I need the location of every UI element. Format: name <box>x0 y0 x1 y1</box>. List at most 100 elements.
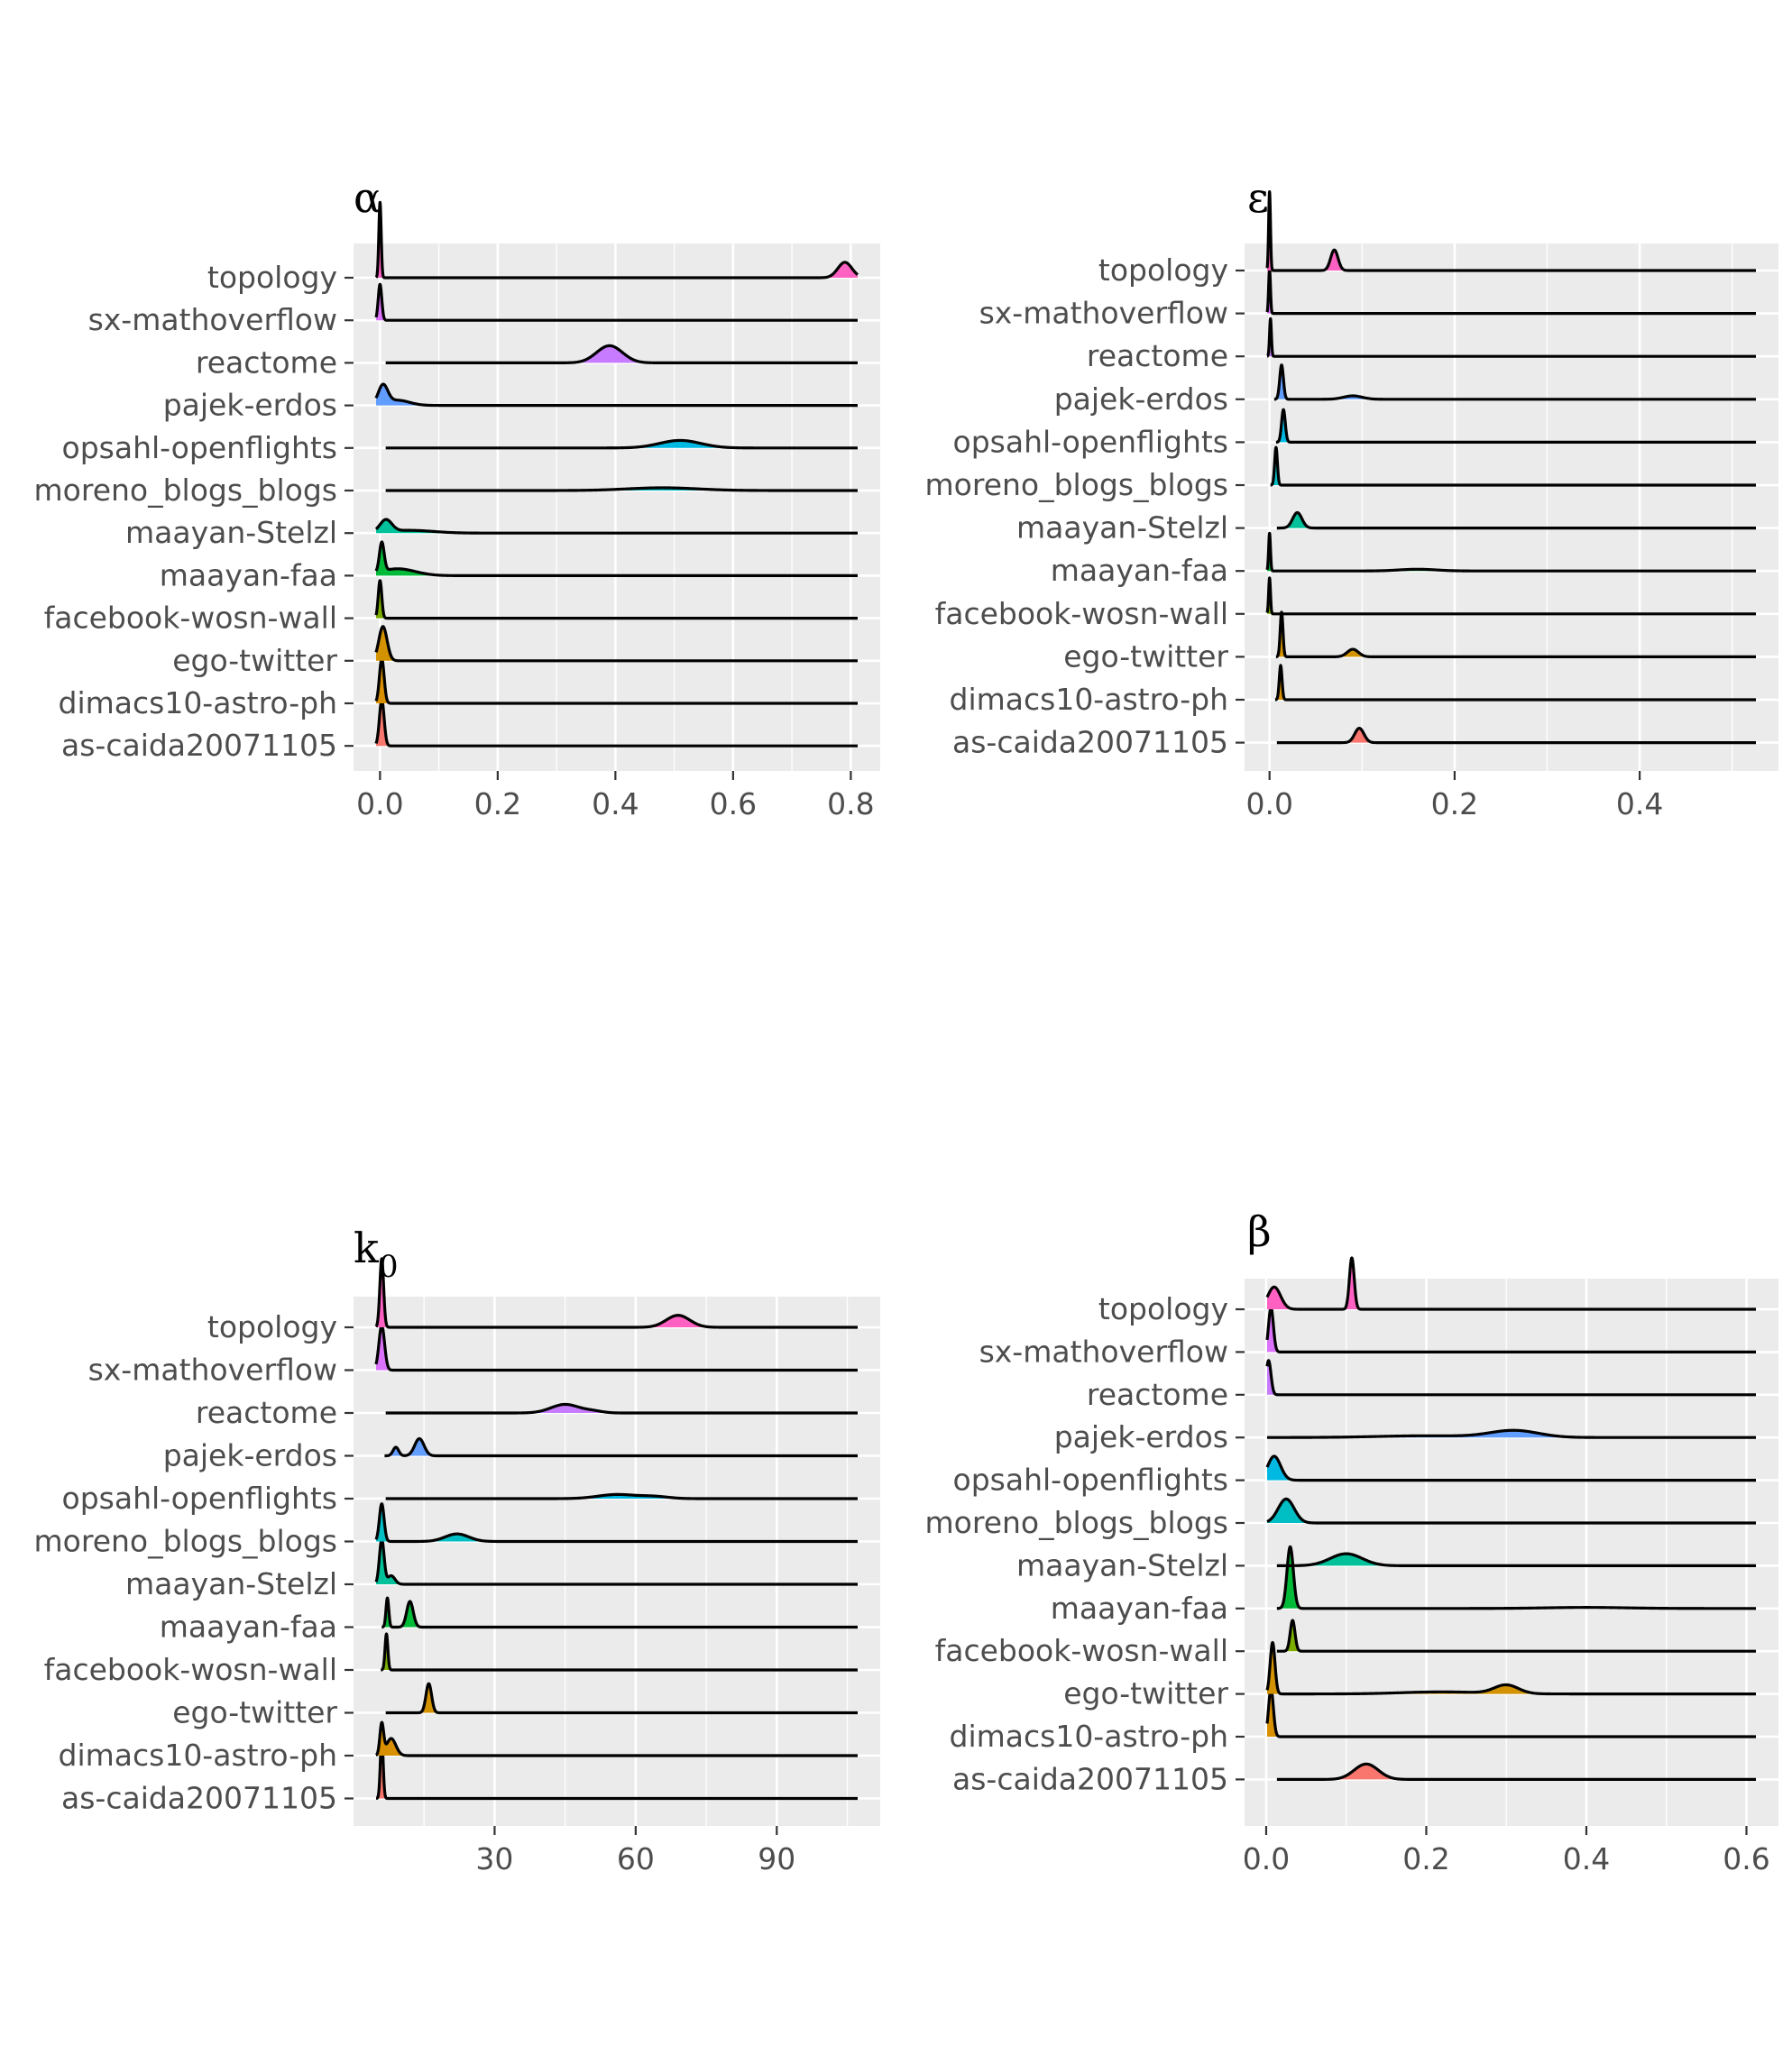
y-tick-label: opsahl-openflights <box>953 424 1228 459</box>
panel-background <box>1245 1279 1778 1826</box>
y-tick-label: ego-twitter <box>172 643 337 678</box>
ridge-line-sx-mathoverflow <box>374 1324 858 1372</box>
ridge-fill-as-caida20071105 <box>1276 1764 1756 1780</box>
ridge-line-as-caida20071105 <box>1276 727 1756 745</box>
ridge-line-maayan-faa <box>374 540 858 577</box>
y-tick-label: reactome <box>196 1395 337 1430</box>
panel-beta: β topology sx-mathoverflow reactome pajek-er… <box>925 1207 1778 1876</box>
y-tick-label: moreno_blogs_blogs <box>34 472 337 508</box>
y-tick-label: pajek-erdos <box>1054 381 1228 417</box>
ridge-line-opsahl-openflights <box>385 1492 858 1500</box>
y-tick-label: opsahl-openflights <box>62 1481 337 1516</box>
panel-title-text: α <box>354 173 381 222</box>
y-axis: topology sx-mathoverflow reactome pajek-erd… <box>34 1309 354 1816</box>
y-tick-label: dimacs10-astro-ph <box>59 685 338 720</box>
ridge-line-pajek-erdos <box>374 382 858 408</box>
ridge-line-as-caida20071105 <box>374 698 858 748</box>
ridge-line-sx-mathoverflow <box>1265 1306 1756 1353</box>
y-tick-label: opsahl-openflights <box>62 430 337 465</box>
ridge-line-maayan-Stelzl <box>374 518 858 535</box>
y-tick-label: opsahl-openflights <box>953 1463 1228 1498</box>
y-tick-label: moreno_blogs_blogs <box>34 1524 337 1559</box>
panel-epsilon: ε topology sx-mathoverflow reactome pajek-er… <box>925 173 1778 821</box>
y-tick-label: facebook-wosn-wall <box>935 1633 1228 1668</box>
y-axis: topology sx-mathoverflow reactome pajek-erd… <box>925 1291 1245 1796</box>
panel-title: α <box>354 173 381 222</box>
ridge-line-opsahl-openflights <box>1274 408 1756 444</box>
ridge-line-pajek-erdos <box>1273 363 1756 401</box>
ridge-line-ego-twitter <box>374 625 858 663</box>
ridge-line-facebook-wosn-wall <box>1265 576 1756 616</box>
ridge-line-opsahl-openflights <box>1265 1454 1756 1482</box>
ridge-line-moreno_blogs_blogs <box>374 1502 858 1544</box>
y-tick-label: facebook-wosn-wall <box>44 601 337 636</box>
ridge-line-reactome <box>385 344 858 364</box>
ridge-line-maayan-faa <box>380 1596 858 1629</box>
panel-alpha: α topology sx-mathoverflow reactome pajek-er… <box>34 173 880 821</box>
y-tick-label: pajek-erdos <box>1054 1419 1228 1454</box>
x-tick-label: 0.8 <box>827 786 874 821</box>
y-tick-label: topology <box>207 260 337 295</box>
y-tick-label: ego-twitter <box>1063 1676 1228 1711</box>
x-tick-label: 0.0 <box>356 786 403 821</box>
panel-background <box>354 1297 880 1826</box>
y-tick-label: maayan-faa <box>160 557 337 592</box>
ridge-line-ego-twitter <box>1265 1641 1756 1696</box>
x-axis: 0.0 0.2 0.4 <box>1245 771 1663 821</box>
panel-title: ε <box>1247 173 1269 222</box>
x-axis: 0.0 0.2 0.4 0.6 0.8 <box>356 771 875 821</box>
ridge-line-sx-mathoverflow <box>1265 267 1756 316</box>
y-tick-label: maayan-Stelzl <box>1016 510 1228 546</box>
y-tick-label: as-caida20071105 <box>952 725 1228 760</box>
y-tick-label: facebook-wosn-wall <box>44 1652 337 1687</box>
x-axis: 0.0 0.2 0.4 0.6 <box>1243 1826 1770 1876</box>
ridges <box>374 1257 858 1801</box>
y-tick-label: topology <box>207 1309 337 1344</box>
y-tick-label: reactome <box>1087 338 1228 373</box>
ridge-fill-opsahl-openflights <box>385 1494 858 1499</box>
ridge-line-topology <box>374 1257 858 1329</box>
ridges <box>1265 1256 1756 1781</box>
ridge-line-reactome <box>1265 1359 1756 1397</box>
ridge-line-topology <box>1265 190 1756 272</box>
y-tick-label: moreno_blogs_blogs <box>925 1505 1228 1540</box>
panel-title: k0 <box>354 1224 399 1285</box>
y-tick-label: ego-twitter <box>172 1695 337 1730</box>
ridge-line-facebook-wosn-wall <box>374 579 858 620</box>
ridge-line-opsahl-openflights <box>385 438 858 450</box>
y-axis: topology sx-mathoverflow reactome pajek-erd… <box>925 252 1245 760</box>
y-axis: topology sx-mathoverflow reactome pajek-erd… <box>34 260 354 763</box>
x-tick-label: 0.6 <box>710 786 757 821</box>
ridge-line-moreno_blogs_blogs <box>1265 1497 1756 1525</box>
x-axis: 30 60 90 <box>475 1826 795 1876</box>
panel-k0: k0 topology sx-mathoverflow reactome pajek-e… <box>34 1224 880 1876</box>
ridge-line-sx-mathoverflow <box>374 282 858 322</box>
panel-title-text: β <box>1247 1207 1272 1256</box>
y-tick-label: maayan-faa <box>1051 553 1228 588</box>
ridge-line-ego-twitter <box>1274 610 1756 658</box>
ridge-line-facebook-wosn-wall <box>379 1632 858 1672</box>
ridge-line-moreno_blogs_blogs <box>1269 445 1756 487</box>
ridge-line-pajek-erdos <box>1267 1428 1756 1439</box>
y-tick-label: moreno_blogs_blogs <box>925 467 1228 502</box>
x-tick-label: 0.0 <box>1243 1841 1290 1876</box>
y-tick-label: dimacs10-astro-ph <box>950 1719 1229 1754</box>
panel-title-text: k <box>354 1224 380 1272</box>
x-tick-label: 0.6 <box>1723 1841 1769 1876</box>
y-tick-label: maayan-faa <box>160 1610 337 1645</box>
ridge-line-pajek-erdos <box>383 1436 858 1458</box>
ridge-line-maayan-Stelzl <box>374 1537 858 1586</box>
ridge-line-dimacs10-astro-ph <box>374 657 858 705</box>
x-tick-label: 0.2 <box>1431 786 1478 821</box>
y-tick-label: maayan-Stelzl <box>1016 1547 1228 1582</box>
ridge-line-ego-twitter <box>385 1682 858 1715</box>
panel-title: β <box>1247 1207 1272 1256</box>
ridge-line-as-caida20071105 <box>374 1735 858 1801</box>
y-tick-label: ego-twitter <box>1063 638 1228 674</box>
y-tick-label: as-caida20071105 <box>61 1781 337 1816</box>
ridge-fill-pajek-erdos <box>1267 1430 1756 1438</box>
x-tick-label: 60 <box>617 1841 655 1876</box>
y-tick-label: as-caida20071105 <box>952 1761 1228 1796</box>
y-tick-label: pajek-erdos <box>163 388 337 423</box>
x-tick-label: 0.4 <box>592 786 639 821</box>
